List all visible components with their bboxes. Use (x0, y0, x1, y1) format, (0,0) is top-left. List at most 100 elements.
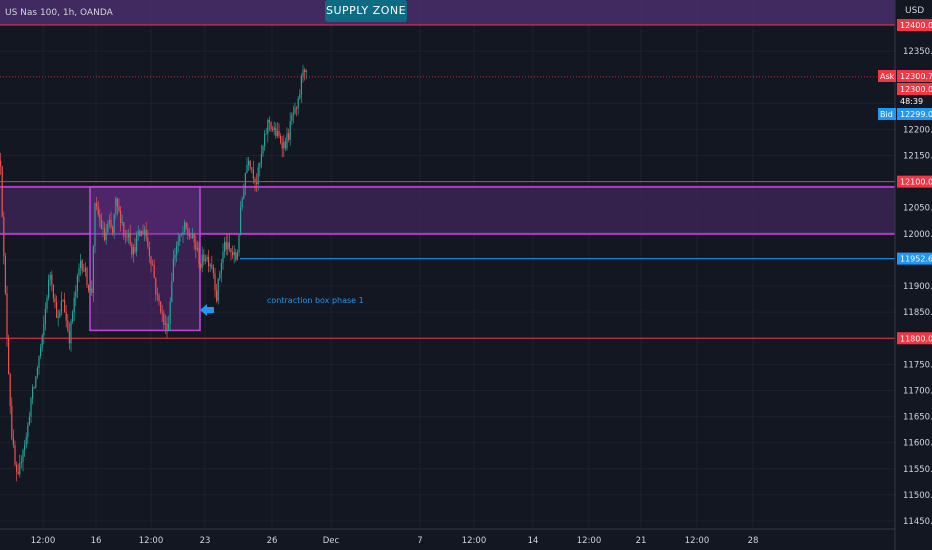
candle-body[interactable] (57, 316, 59, 318)
candle-body[interactable] (56, 302, 58, 318)
candle-body[interactable] (92, 246, 94, 293)
candle-body[interactable] (113, 214, 115, 233)
candle-body[interactable] (254, 178, 256, 183)
candle-body[interactable] (38, 356, 40, 368)
candle-body[interactable] (286, 133, 288, 149)
candle-body[interactable] (62, 300, 64, 301)
candle-body[interactable] (25, 437, 27, 446)
candle-body[interactable] (8, 337, 10, 375)
candle-body[interactable] (140, 230, 142, 237)
candle-body[interactable] (190, 236, 192, 238)
candle-body[interactable] (187, 228, 189, 234)
candle-body[interactable] (91, 288, 93, 293)
candle-body[interactable] (30, 398, 32, 417)
candle-body[interactable] (136, 235, 138, 252)
candle-body[interactable] (44, 308, 46, 324)
candle-body[interactable] (22, 450, 24, 462)
candle-body[interactable] (204, 259, 206, 262)
candle-body[interactable] (100, 219, 102, 229)
candle-body[interactable] (212, 267, 214, 274)
candle-body[interactable] (86, 267, 88, 286)
candle-body[interactable] (280, 135, 282, 143)
candle-body[interactable] (232, 252, 234, 256)
candle-body[interactable] (107, 223, 109, 233)
candle-body[interactable] (41, 335, 43, 348)
candle-body[interactable] (27, 425, 29, 438)
candle-body[interactable] (195, 242, 197, 250)
candle-body[interactable] (9, 374, 11, 407)
candle-body[interactable] (268, 119, 270, 123)
candle-body[interactable] (76, 275, 78, 291)
candle-body[interactable] (128, 232, 130, 238)
candle-body[interactable] (65, 312, 67, 321)
candle-body[interactable] (196, 247, 198, 250)
candle-body[interactable] (96, 202, 98, 207)
candle-body[interactable] (179, 235, 181, 242)
candle-body[interactable] (166, 323, 168, 331)
candle-body[interactable] (70, 321, 72, 344)
candle-body[interactable] (169, 301, 171, 324)
candle-body[interactable] (11, 406, 13, 439)
candle-body[interactable] (265, 133, 267, 135)
candle-body[interactable] (1, 166, 3, 217)
candle-body[interactable] (180, 234, 182, 236)
candle-body[interactable] (153, 264, 155, 279)
purple-zone-band[interactable] (0, 186, 895, 234)
candle-body[interactable] (49, 274, 51, 280)
candle-body[interactable] (28, 416, 30, 426)
candle-body[interactable] (209, 264, 211, 266)
candle-body[interactable] (120, 210, 122, 223)
candle-body[interactable] (238, 234, 240, 253)
candle-body[interactable] (177, 241, 179, 246)
candle-body[interactable] (115, 198, 117, 215)
candle-body[interactable] (243, 188, 245, 199)
candle-body[interactable] (288, 133, 290, 140)
candle-body[interactable] (40, 347, 42, 357)
candle-body[interactable] (241, 198, 243, 207)
candle-body[interactable] (281, 142, 283, 149)
candle-body[interactable] (64, 300, 66, 313)
candle-body[interactable] (291, 114, 293, 122)
candle-body[interactable] (256, 182, 258, 185)
candle-body[interactable] (84, 267, 86, 272)
candle-body[interactable] (203, 254, 205, 262)
candle-body[interactable] (304, 70, 306, 73)
candle-body[interactable] (51, 274, 53, 285)
candle-body[interactable] (198, 247, 200, 264)
candle-body[interactable] (102, 228, 104, 229)
candle-body[interactable] (252, 169, 254, 179)
candle-body[interactable] (214, 273, 216, 291)
candle-body[interactable] (208, 256, 210, 266)
candle-body[interactable] (296, 107, 298, 109)
candle-body[interactable] (75, 290, 77, 298)
candle-body[interactable] (217, 278, 219, 301)
candle-body[interactable] (283, 141, 285, 149)
candle-body[interactable] (43, 323, 45, 336)
contraction-box[interactable] (89, 186, 201, 332)
candle-body[interactable] (289, 121, 291, 140)
candle-body[interactable] (171, 281, 173, 302)
candle-body[interactable] (148, 246, 150, 257)
candle-body[interactable] (188, 233, 190, 237)
candle-body[interactable] (163, 312, 165, 325)
candle-body[interactable] (260, 153, 262, 164)
candle-body[interactable] (192, 233, 194, 238)
candle-body[interactable] (78, 268, 80, 276)
candle-body[interactable] (142, 230, 144, 235)
candle-body[interactable] (172, 258, 174, 282)
candle-body[interactable] (134, 247, 136, 252)
candle-body[interactable] (144, 229, 146, 235)
candle-body[interactable] (230, 248, 232, 253)
candle-body[interactable] (155, 278, 157, 295)
candle-body[interactable] (272, 129, 274, 131)
candle-body[interactable] (16, 464, 18, 473)
candle-body[interactable] (132, 247, 134, 255)
candle-body[interactable] (131, 244, 133, 255)
candle-body[interactable] (244, 173, 246, 189)
candle-body[interactable] (240, 206, 242, 235)
candle-body[interactable] (137, 230, 139, 236)
candle-body[interactable] (257, 167, 259, 185)
candle-body[interactable] (164, 323, 166, 325)
candle-body[interactable] (145, 229, 147, 238)
candle-body[interactable] (278, 131, 280, 136)
